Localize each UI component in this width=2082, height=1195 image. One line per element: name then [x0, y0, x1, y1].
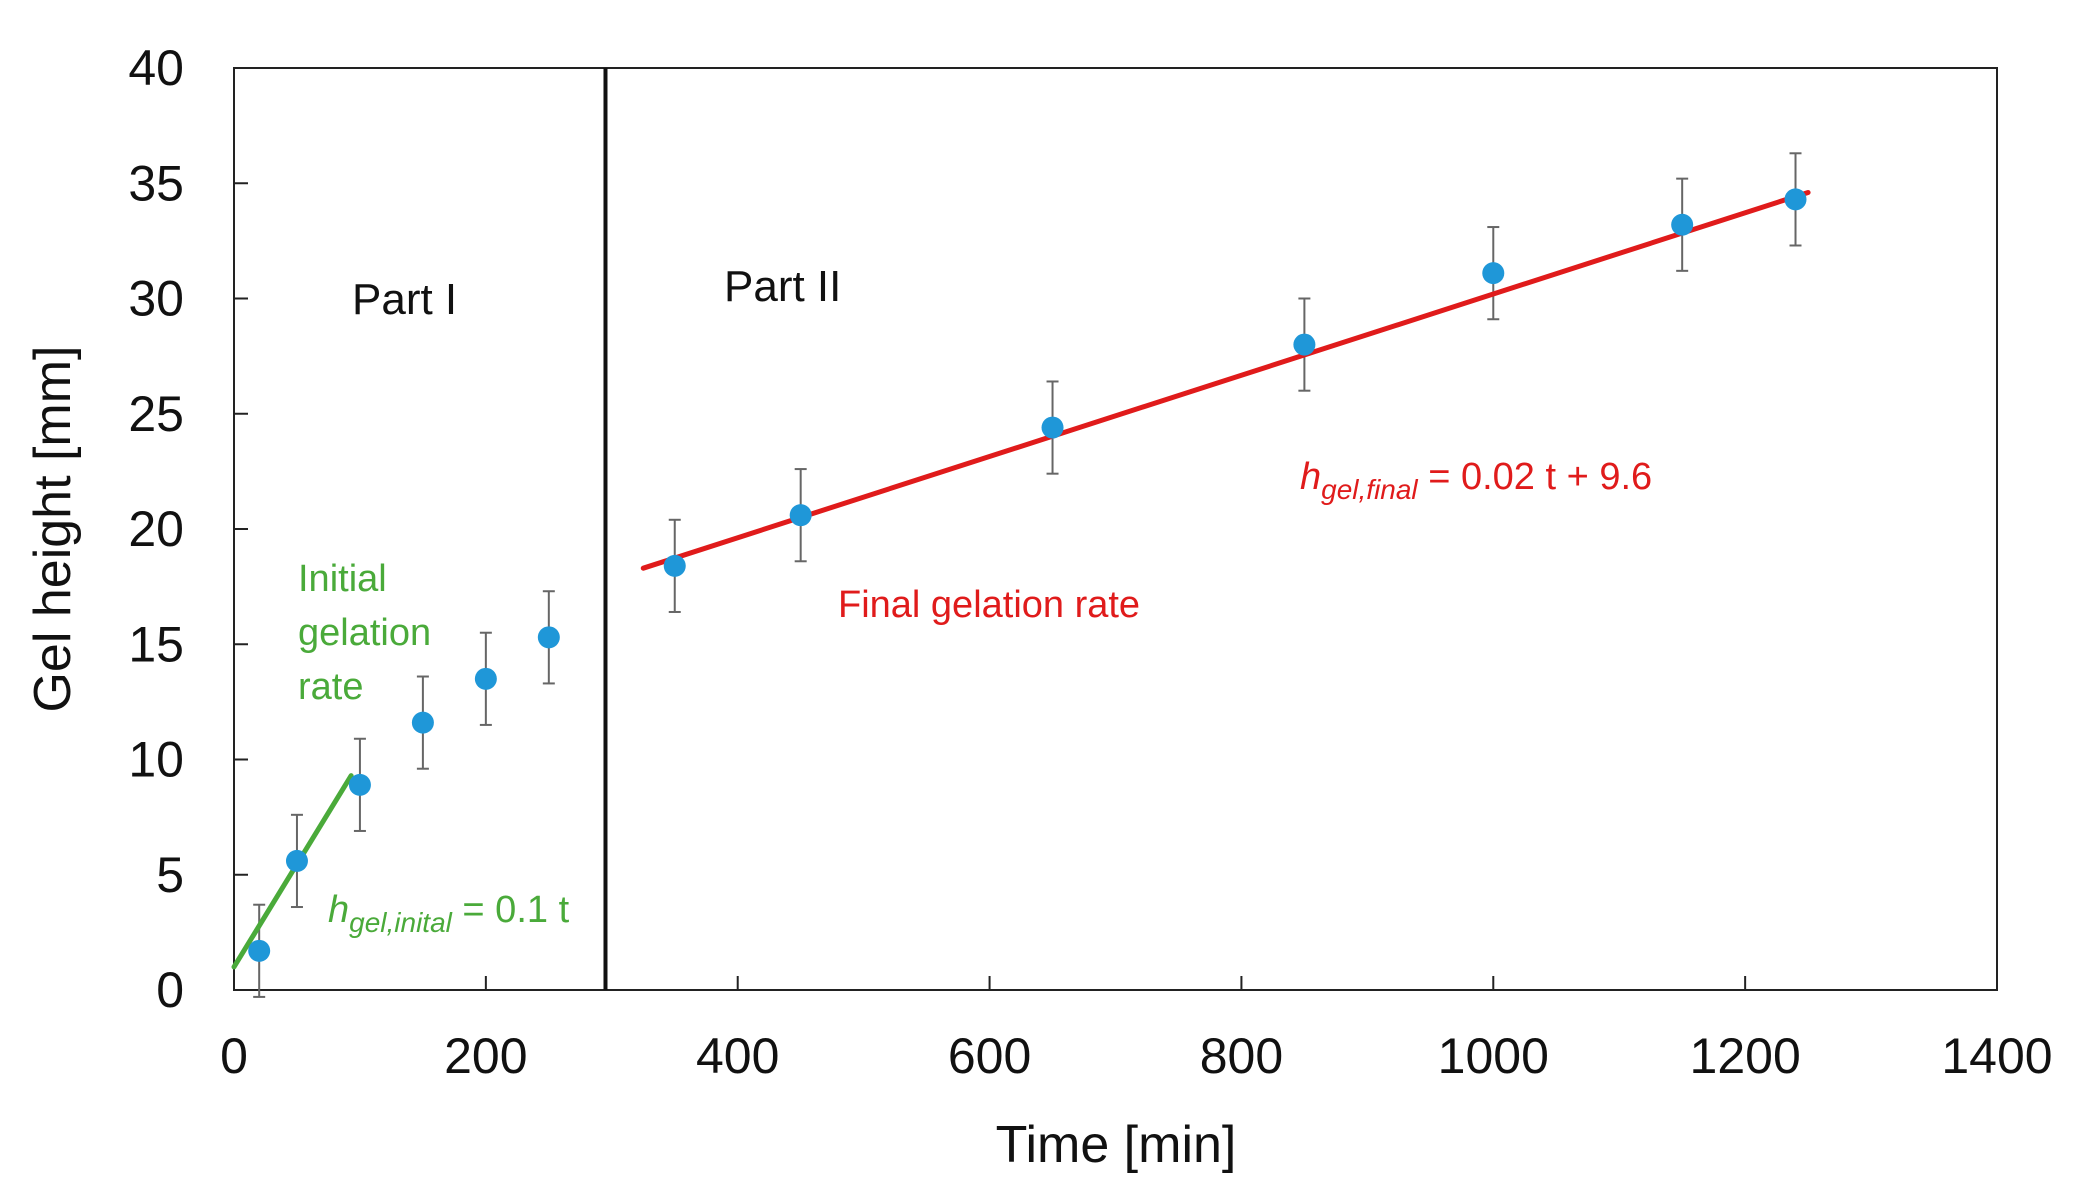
x-tick-label: 1200: [1690, 1028, 1801, 1084]
y-tick-label: 10: [128, 732, 184, 788]
x-axis-title: Time [min]: [996, 1116, 1237, 1174]
data-point: [474, 667, 497, 690]
data-point: [1784, 188, 1807, 211]
data-point: [411, 711, 434, 734]
data-point: [1293, 333, 1316, 356]
y-tick-label: 30: [128, 271, 184, 327]
data-point: [1482, 262, 1505, 285]
final-rate-fit-line: [640, 189, 1811, 571]
data-point: [348, 773, 371, 796]
x-tick-label: 0: [220, 1028, 248, 1084]
x-tick-label: 400: [696, 1028, 779, 1084]
y-tick-label: 40: [128, 40, 184, 96]
x-tick-label: 200: [444, 1028, 527, 1084]
final-rate-label: Final gelation rate: [838, 584, 1140, 626]
y-tick-label: 5: [156, 847, 184, 903]
y-axis-title: Gel height [mm]: [24, 345, 82, 712]
data-point: [1671, 213, 1694, 236]
x-tick-label: 800: [1200, 1028, 1283, 1084]
data-point: [789, 504, 812, 527]
initial-rate-label-line-1: Initial: [298, 558, 387, 600]
final-rate-equation: hgel,final = 0.02 t + 9.6: [1300, 456, 1652, 505]
error-bars: [253, 152, 1802, 998]
data-points: [248, 188, 1807, 962]
part-2-label: Part II: [724, 262, 841, 311]
data-point: [1041, 416, 1064, 439]
y-tick-label: 20: [128, 501, 184, 557]
plot-frame: [233, 67, 1998, 991]
initial-rate-equation: hgel,inital = 0.1 t: [328, 889, 570, 938]
data-point: [663, 554, 686, 577]
x-tick-label: 1000: [1438, 1028, 1549, 1084]
x-axis: 0 200 400 600 800 1000 1200 1400: [220, 976, 2053, 1084]
data-point: [285, 849, 308, 872]
data-point: [248, 939, 271, 962]
x-tick-label: 1400: [1941, 1028, 2052, 1084]
initial-rate-label-line-3: rate: [298, 666, 363, 708]
initial-rate-fit-line: [231, 773, 354, 970]
x-tick-label: 600: [948, 1028, 1031, 1084]
y-tick-label: 15: [128, 616, 184, 672]
initial-rate-label-line-2: gelation: [298, 612, 431, 654]
y-axis: 0 5 10 15 20 25 30 35 40: [128, 40, 248, 1018]
y-tick-label: 25: [128, 386, 184, 442]
y-tick-label: 0: [156, 962, 184, 1018]
y-tick-label: 35: [128, 155, 184, 211]
data-point: [537, 626, 560, 649]
part-1-label: Part I: [352, 275, 457, 324]
